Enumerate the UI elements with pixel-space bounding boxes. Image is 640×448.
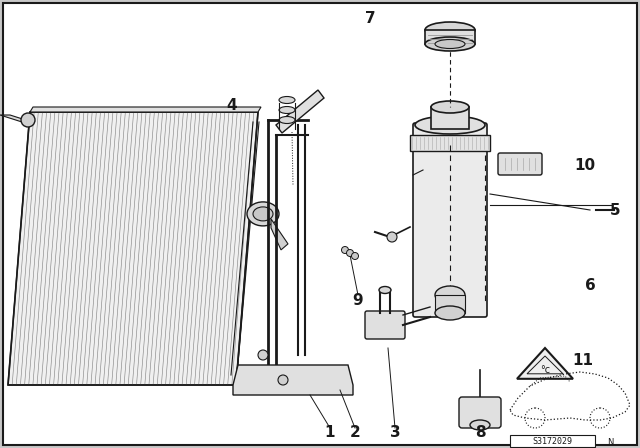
Text: 8: 8	[475, 425, 485, 439]
Circle shape	[351, 253, 358, 259]
Bar	[410, 135, 490, 151]
Text: 10: 10	[575, 158, 596, 172]
Polygon shape	[30, 107, 261, 112]
Ellipse shape	[279, 107, 295, 113]
Bar	[435, 295, 465, 313]
Ellipse shape	[435, 39, 465, 48]
Polygon shape	[233, 365, 353, 395]
Ellipse shape	[435, 306, 465, 320]
FancyBboxPatch shape	[498, 153, 542, 175]
Text: 2: 2	[349, 425, 360, 439]
Ellipse shape	[415, 116, 485, 134]
FancyBboxPatch shape	[459, 397, 501, 428]
Ellipse shape	[279, 116, 295, 124]
Circle shape	[258, 350, 268, 360]
Ellipse shape	[379, 287, 391, 293]
Polygon shape	[0, 115, 32, 122]
Text: 9: 9	[353, 293, 364, 307]
Text: °c: °c	[540, 365, 550, 375]
Polygon shape	[276, 90, 324, 133]
Ellipse shape	[279, 96, 295, 103]
Ellipse shape	[431, 101, 469, 113]
Text: S3172029: S3172029	[532, 436, 572, 445]
Bar	[510, 435, 595, 447]
Polygon shape	[8, 112, 258, 385]
Text: 4: 4	[227, 98, 237, 112]
Bar	[431, 107, 469, 129]
Circle shape	[342, 246, 349, 254]
Circle shape	[387, 232, 397, 242]
Circle shape	[278, 375, 288, 385]
Ellipse shape	[435, 286, 465, 304]
Text: 11: 11	[573, 353, 593, 367]
Text: 3: 3	[390, 425, 400, 439]
FancyBboxPatch shape	[413, 123, 487, 317]
Ellipse shape	[470, 420, 490, 430]
Text: N: N	[607, 438, 613, 447]
Polygon shape	[271, 219, 288, 250]
Text: 6: 6	[584, 277, 595, 293]
Ellipse shape	[425, 37, 475, 51]
Ellipse shape	[253, 207, 273, 221]
Text: 5: 5	[610, 202, 620, 217]
FancyBboxPatch shape	[365, 311, 405, 339]
Ellipse shape	[247, 202, 279, 226]
Bar	[425, 30, 475, 44]
Polygon shape	[517, 348, 573, 379]
Text: 7: 7	[365, 10, 375, 26]
Circle shape	[346, 250, 353, 257]
Ellipse shape	[425, 22, 475, 38]
Circle shape	[21, 113, 35, 127]
Text: 1: 1	[324, 425, 335, 439]
